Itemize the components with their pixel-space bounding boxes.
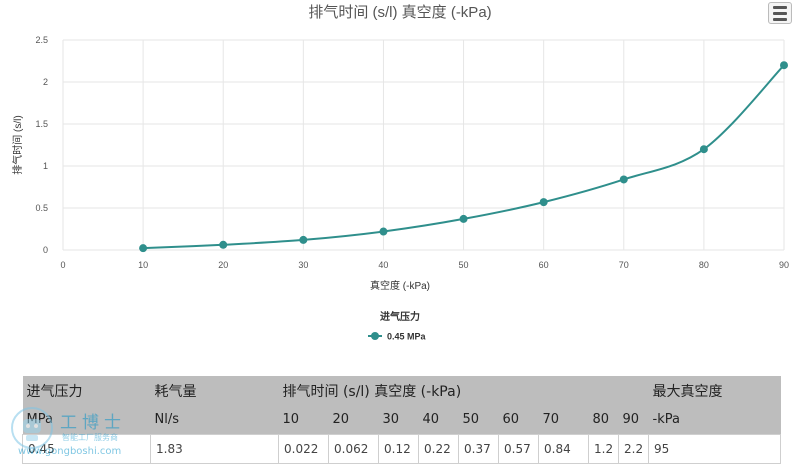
cell-max-vacuum: 95 [648, 434, 782, 464]
header-max-vacuum: 最大真空度 [648, 376, 781, 405]
data-point-40[interactable] [379, 227, 388, 236]
unit-pressure: MPa [22, 405, 151, 435]
grid-layer [62, 39, 785, 251]
x-tick-label: 30 [298, 260, 308, 270]
vacuum-level-30: 30 [378, 405, 419, 435]
vacuum-level-40: 40 [418, 405, 459, 435]
data-point-50[interactable] [459, 214, 468, 223]
table-header-row: 进气压力 耗气量 排气时间 (s/l) 真空度 (-kPa) 最大真空度 [22, 376, 781, 405]
vacuum-level-70: 70 [538, 405, 589, 435]
data-point-60[interactable] [539, 198, 548, 207]
tick-layer: 0 10 20 30 40 50 60 70 80 90 0 0.5 1 1.5 2 2.5 [35, 35, 789, 270]
vacuum-level-50: 50 [458, 405, 499, 435]
data-point-30[interactable] [299, 235, 308, 244]
header-consumption: 耗气量 [150, 376, 279, 405]
x-tick-label: 90 [779, 260, 789, 270]
y-tick-label: 1 [43, 161, 48, 171]
header-evacuation-time: 排气时间 (s/l) 真空度 (-kPa) [278, 376, 649, 405]
legend-label: 0.45 MPa [387, 332, 427, 342]
cell-time-90: 2.2 [617, 434, 650, 464]
table-row: 0.45 1.83 0.022 0.062 0.12 0.22 0.37 0.5… [22, 434, 782, 464]
cell-time-20: 0.062 [328, 434, 379, 464]
x-tick-label: 80 [699, 260, 709, 270]
cell-time-10: 0.022 [278, 434, 329, 464]
spec-table: 进气压力 耗气量 排气时间 (s/l) 真空度 (-kPa) 最大真空度 MPa… [22, 376, 782, 464]
cell-time-80: 1.2 [588, 434, 619, 464]
series-points [139, 61, 788, 253]
header-pressure: 进气压力 [22, 376, 151, 405]
data-point-20[interactable] [219, 240, 228, 249]
hamburger-menu-icon [773, 5, 787, 9]
y-tick-label: 2.5 [35, 35, 48, 45]
vacuum-level-80: 80 [588, 405, 619, 435]
cell-time-60: 0.57 [498, 434, 539, 464]
vacuum-level-20: 20 [328, 405, 379, 435]
unit-consumption: Nl/s [150, 405, 279, 435]
y-tick-label: 1.5 [35, 119, 48, 129]
chart-title: 排气时间 (s/l) 真空度 (-kPa) [308, 3, 491, 21]
legend-title: 进气压力 [380, 310, 420, 323]
x-tick-label: 20 [218, 260, 228, 270]
cell-time-40: 0.22 [418, 434, 459, 464]
x-tick-label: 40 [378, 260, 388, 270]
x-tick-label: 0 [60, 260, 65, 270]
cell-time-50: 0.37 [458, 434, 499, 464]
data-point-10[interactable] [139, 244, 148, 253]
cell-time-30: 0.12 [378, 434, 419, 464]
y-axis-title: 排气时间 (s/l) [11, 115, 24, 174]
vacuum-level-60: 60 [498, 405, 539, 435]
x-tick-label: 70 [619, 260, 629, 270]
legend-marker-icon [371, 332, 379, 340]
cell-pressure: 0.45 [22, 434, 151, 464]
x-axis-title: 真空度 (-kPa) [370, 279, 430, 292]
table-unit-row: MPa Nl/s 10 20 30 40 50 60 70 80 90 -kPa [22, 405, 781, 435]
cell-consumption: 1.83 [150, 434, 279, 464]
unit-max-vacuum: -kPa [648, 405, 781, 435]
legend-item-0-45-mpa[interactable]: 0.45 MPa [368, 332, 427, 342]
data-point-90[interactable] [780, 61, 788, 70]
chart-context-menu-button[interactable] [768, 2, 792, 24]
vacuum-level-90: 90 [618, 405, 649, 435]
series-line-0-45-mpa [143, 64, 785, 250]
vacuum-level-10: 10 [278, 405, 329, 435]
x-tick-label: 50 [459, 260, 469, 270]
y-tick-label: 2 [43, 77, 48, 87]
y-tick-label: 0.5 [35, 203, 48, 213]
x-tick-label: 10 [138, 260, 148, 270]
data-point-80[interactable] [699, 145, 708, 154]
x-tick-label: 60 [539, 260, 549, 270]
cell-time-70: 0.84 [538, 434, 589, 464]
line-chart: 排气时间 (s/l) 真空度 (-kPa) 0 10 20 30 40 50 60 70 80 9… [11, 3, 789, 342]
data-point-70[interactable] [619, 175, 628, 184]
y-tick-label: 0 [43, 245, 48, 255]
